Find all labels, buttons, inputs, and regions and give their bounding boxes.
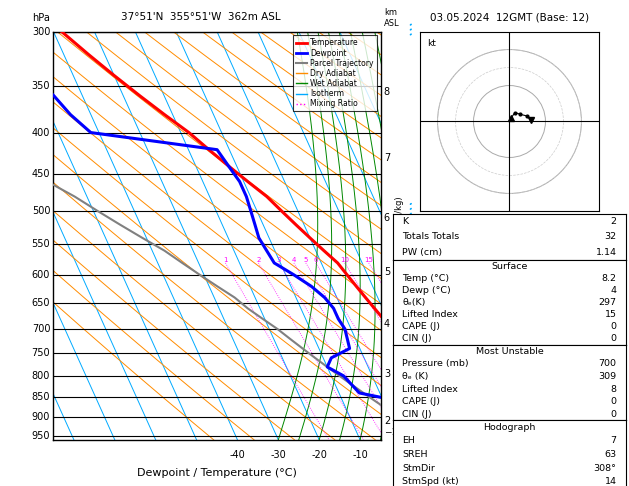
Text: Temp (°C): Temp (°C) [403, 274, 450, 283]
Text: 350: 350 [31, 81, 50, 91]
Text: -40: -40 [230, 450, 245, 460]
Text: Lifted Index: Lifted Index [403, 310, 459, 319]
Text: 2: 2 [256, 257, 260, 263]
Text: -30: -30 [270, 450, 286, 460]
Text: 650: 650 [31, 298, 50, 308]
Text: EH: EH [403, 436, 415, 445]
Text: 750: 750 [31, 348, 50, 358]
Text: 4: 4 [292, 257, 296, 263]
Text: K: K [403, 217, 409, 226]
Text: 309: 309 [598, 372, 616, 381]
Text: Lifted Index: Lifted Index [403, 384, 459, 394]
Text: 308°: 308° [594, 464, 616, 472]
Text: 14: 14 [604, 477, 616, 486]
Text: 6: 6 [313, 257, 318, 263]
Text: SREH: SREH [403, 450, 428, 459]
Text: 3: 3 [384, 369, 390, 379]
Text: 63: 63 [604, 450, 616, 459]
Text: 850: 850 [31, 392, 50, 402]
Text: 950: 950 [31, 431, 50, 441]
Text: Mixing Ratio (g/kg): Mixing Ratio (g/kg) [395, 196, 404, 276]
Text: θₑ(K): θₑ(K) [403, 298, 426, 307]
Text: hPa: hPa [32, 14, 50, 23]
Text: 800: 800 [32, 371, 50, 381]
Text: 5: 5 [304, 257, 308, 263]
Text: -10: -10 [352, 450, 368, 460]
Text: 297: 297 [599, 298, 616, 307]
Text: 0: 0 [611, 334, 616, 344]
Text: CIN (J): CIN (J) [403, 410, 432, 418]
Text: 4: 4 [384, 319, 390, 329]
Text: Most Unstable: Most Unstable [476, 347, 543, 356]
Text: 0: 0 [611, 397, 616, 406]
Text: 450: 450 [31, 169, 50, 179]
Text: Dewp (°C): Dewp (°C) [403, 286, 451, 295]
Legend: Temperature, Dewpoint, Parcel Trajectory, Dry Adiabat, Wet Adiabat, Isotherm, Mi: Temperature, Dewpoint, Parcel Trajectory… [292, 35, 377, 111]
Text: PW (cm): PW (cm) [403, 248, 443, 257]
Text: 1.14: 1.14 [596, 248, 616, 257]
Text: km
ASL: km ASL [384, 8, 399, 28]
Text: CAPE (J): CAPE (J) [403, 397, 440, 406]
Text: 600: 600 [32, 270, 50, 280]
Text: −1LCL: −1LCL [384, 428, 413, 437]
Text: 6: 6 [384, 213, 390, 223]
Text: 300: 300 [32, 27, 50, 36]
Text: 15: 15 [604, 310, 616, 319]
Text: 700: 700 [599, 359, 616, 368]
Text: Hodograph: Hodograph [483, 423, 536, 432]
Text: 8.2: 8.2 [601, 274, 616, 283]
Text: CAPE (J): CAPE (J) [403, 322, 440, 331]
Text: StmDir: StmDir [403, 464, 435, 472]
Text: 8: 8 [384, 87, 390, 97]
Text: 7: 7 [611, 436, 616, 445]
Text: 500: 500 [31, 206, 50, 216]
Text: 32: 32 [604, 232, 616, 242]
Text: 7: 7 [384, 153, 390, 163]
Text: -20: -20 [311, 450, 327, 460]
Text: 8: 8 [611, 384, 616, 394]
Text: 2: 2 [611, 217, 616, 226]
Text: CIN (J): CIN (J) [403, 334, 432, 344]
Text: Totals Totals: Totals Totals [403, 232, 460, 242]
Text: Surface: Surface [491, 261, 528, 271]
Text: Dewpoint / Temperature (°C): Dewpoint / Temperature (°C) [137, 469, 297, 478]
Text: Pressure (mb): Pressure (mb) [403, 359, 469, 368]
Text: 5: 5 [384, 267, 390, 277]
Text: 4: 4 [611, 286, 616, 295]
Text: 700: 700 [31, 324, 50, 334]
Text: 0: 0 [611, 410, 616, 418]
Text: kt: kt [426, 39, 436, 48]
Text: 900: 900 [32, 412, 50, 422]
Text: 3: 3 [277, 257, 281, 263]
Text: 0: 0 [611, 322, 616, 331]
Text: StmSpd (kt): StmSpd (kt) [403, 477, 459, 486]
Text: 10: 10 [340, 257, 349, 263]
Text: θₑ (K): θₑ (K) [403, 372, 429, 381]
Text: 1: 1 [223, 257, 228, 263]
Text: 2: 2 [384, 416, 390, 426]
Text: 400: 400 [32, 127, 50, 138]
Text: 37°51'N  355°51'W  362m ASL: 37°51'N 355°51'W 362m ASL [121, 12, 281, 22]
Text: 15: 15 [364, 257, 373, 263]
Text: 03.05.2024  12GMT (Base: 12): 03.05.2024 12GMT (Base: 12) [430, 12, 589, 22]
Text: 550: 550 [31, 239, 50, 249]
